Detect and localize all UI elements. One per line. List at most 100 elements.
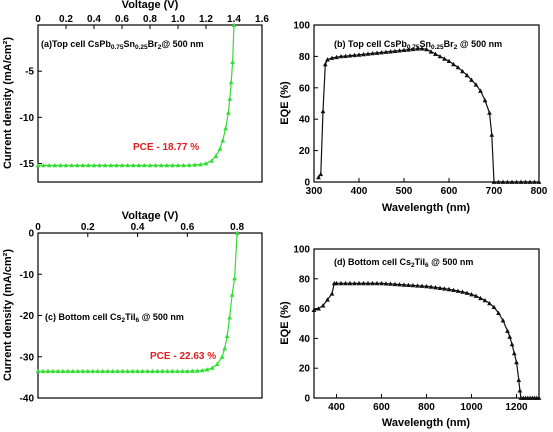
x-tick-label: 700 bbox=[486, 186, 503, 197]
data-point bbox=[40, 368, 46, 374]
data-point bbox=[509, 179, 515, 184]
data-point bbox=[482, 298, 488, 303]
data-point bbox=[401, 47, 407, 52]
data-point bbox=[374, 50, 380, 55]
data-point bbox=[451, 61, 456, 67]
y-tick-label: 0 bbox=[304, 178, 310, 189]
panel-b: 300 400 500 600 700 800 0 20 40 60 80 100 Waveleng… bbox=[279, 21, 548, 215]
data-point bbox=[318, 171, 324, 177]
y-tick-label: 80 bbox=[299, 274, 311, 285]
panel-a-pce-label: PCE - 18.77 % bbox=[133, 142, 199, 153]
y-tick-label: -10 bbox=[20, 270, 35, 281]
data-point bbox=[120, 368, 125, 374]
data-point bbox=[198, 162, 203, 167]
data-point bbox=[415, 283, 420, 288]
y-tick-label: 100 bbox=[293, 245, 310, 256]
x-tick-label: 1.6 bbox=[255, 14, 269, 25]
data-point bbox=[184, 368, 190, 374]
data-point bbox=[352, 280, 357, 286]
x-tick-label: 0.8 bbox=[230, 222, 244, 233]
data-point bbox=[329, 291, 335, 296]
data-point bbox=[180, 368, 185, 374]
data-point bbox=[135, 368, 140, 374]
x-tick-label: 1200 bbox=[505, 402, 528, 413]
x-tick-label: 0.4 bbox=[87, 14, 101, 25]
data-point bbox=[365, 280, 371, 286]
data-point bbox=[136, 163, 142, 168]
data-point bbox=[383, 281, 389, 286]
x-tick-label: 400 bbox=[351, 186, 368, 197]
data-point bbox=[433, 51, 438, 56]
data-point bbox=[170, 163, 175, 168]
y-tick-label: 40 bbox=[299, 334, 311, 345]
data-point bbox=[489, 132, 495, 137]
data-point bbox=[329, 55, 335, 60]
panel-d: 400 600 800 1000 1200 0 20 40 60 80 100 Wavelengt… bbox=[279, 245, 542, 429]
data-point bbox=[325, 57, 330, 62]
panel-a-annotation: (a)Top cell CsPb0.75Sn0.25Br2@ 500 nm bbox=[41, 39, 204, 51]
data-point bbox=[158, 163, 164, 168]
data-point bbox=[406, 47, 411, 52]
data-point bbox=[460, 289, 465, 294]
x-tick-label: 0.4 bbox=[131, 222, 145, 233]
x-tick-label: 0.6 bbox=[115, 14, 129, 25]
data-point bbox=[388, 49, 393, 54]
data-point bbox=[223, 126, 228, 131]
x-tick-label: 0 bbox=[35, 222, 41, 233]
series-line bbox=[313, 282, 539, 399]
data-point bbox=[388, 281, 393, 286]
data-point bbox=[507, 334, 513, 339]
y-tick-label: 0 bbox=[28, 229, 34, 240]
data-point bbox=[194, 368, 200, 373]
panel-d-y-label: EQE (%) bbox=[279, 301, 291, 345]
data-point bbox=[437, 54, 443, 59]
panel-d-x-label: Wavelength (nm) bbox=[382, 417, 471, 429]
data-point bbox=[379, 50, 384, 55]
data-point bbox=[473, 82, 479, 87]
data-point bbox=[192, 162, 198, 167]
data-point bbox=[100, 368, 106, 374]
data-point bbox=[60, 368, 66, 374]
data-point bbox=[91, 163, 97, 168]
y-tick-label: 20 bbox=[299, 364, 311, 375]
data-point bbox=[320, 108, 326, 114]
panel-a-series bbox=[35, 22, 237, 168]
data-point bbox=[115, 368, 120, 374]
data-point bbox=[228, 79, 234, 85]
data-point bbox=[509, 342, 515, 347]
data-point bbox=[338, 54, 344, 59]
panel-c-y-label: Current density (mA/cm²) bbox=[2, 249, 14, 381]
y-tick-label: -10 bbox=[20, 113, 35, 124]
data-point bbox=[130, 368, 135, 374]
panel-c-y-ticks: -40 -30 -20 -10 0 bbox=[20, 229, 42, 405]
data-point bbox=[406, 282, 411, 287]
panel-a-x-label: Voltage (V) bbox=[122, 0, 179, 11]
data-point bbox=[379, 280, 384, 286]
data-point bbox=[428, 49, 434, 54]
data-point bbox=[487, 110, 492, 115]
data-point bbox=[514, 179, 519, 184]
data-point bbox=[383, 49, 389, 54]
data-point bbox=[482, 98, 488, 103]
panel-a: 0 0.2 0.4 0.6 0.8 1.0 1.2 1.4 1.6 -15 -10 -5 Volta… bbox=[2, 0, 269, 183]
data-point bbox=[451, 287, 456, 292]
panel-d-frame bbox=[313, 248, 540, 399]
data-point bbox=[75, 368, 81, 374]
data-point bbox=[41, 163, 46, 168]
data-point bbox=[65, 368, 71, 374]
data-point bbox=[496, 179, 501, 184]
y-tick-label: -5 bbox=[25, 67, 34, 78]
data-point bbox=[455, 65, 461, 70]
data-point bbox=[230, 59, 235, 64]
data-point bbox=[464, 72, 470, 78]
data-point bbox=[532, 179, 537, 184]
data-point bbox=[343, 280, 348, 286]
x-tick-label: 800 bbox=[531, 186, 548, 197]
data-point bbox=[478, 295, 483, 301]
data-point bbox=[209, 158, 214, 163]
data-point bbox=[147, 163, 153, 168]
x-tick-label: 300 bbox=[306, 186, 323, 197]
data-point bbox=[213, 153, 219, 159]
data-point bbox=[478, 88, 483, 93]
data-point bbox=[516, 377, 522, 382]
